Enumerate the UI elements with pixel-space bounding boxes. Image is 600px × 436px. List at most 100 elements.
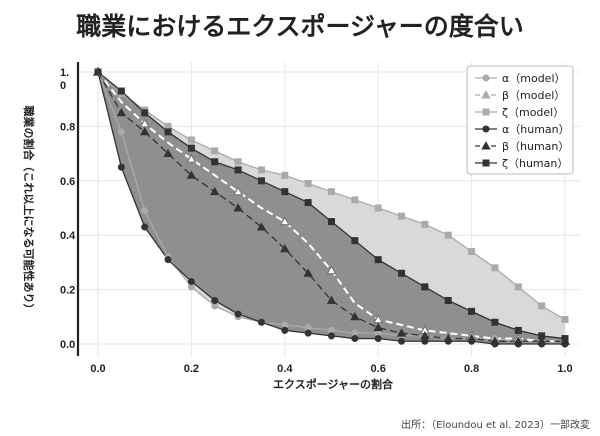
data-point-zeta-model — [234, 158, 242, 166]
data-point-zeta-human — [514, 326, 522, 334]
data-point-alpha-human — [187, 277, 195, 285]
data-point-beta-human — [280, 243, 290, 253]
data-point-beta-human — [373, 322, 383, 332]
legend-marker-alpha-human — [482, 125, 490, 133]
data-point-beta-model — [186, 153, 197, 163]
data-point-zeta-model — [538, 302, 546, 310]
data-point-zeta-model — [468, 248, 476, 256]
data-point-zeta-human — [398, 269, 406, 277]
x-tick-label: 0.4 — [277, 363, 293, 375]
data-point-zeta-human — [234, 166, 242, 174]
x-axis-label: エクスポージャーの割合 — [273, 377, 394, 391]
y-tick-label: 0.8 — [60, 121, 75, 133]
data-point-alpha-human — [211, 296, 219, 304]
data-point-zeta-model — [351, 196, 359, 204]
data-point-zeta-human — [491, 318, 499, 326]
data-point-zeta-human — [281, 188, 289, 196]
data-point-zeta-human — [94, 68, 102, 76]
data-point-zeta-human — [374, 256, 382, 264]
data-point-zeta-human — [421, 283, 429, 291]
legend-label: ζ（human） — [502, 157, 568, 170]
data-point-alpha-human — [374, 335, 382, 343]
data-point-beta-human — [443, 333, 453, 343]
data-point-alpha-human — [234, 310, 242, 318]
data-point-zeta-model — [211, 147, 219, 155]
legend-marker-zeta-human — [482, 159, 490, 167]
data-point-beta-human — [326, 295, 337, 304]
data-point-zeta-model — [281, 171, 289, 179]
legend-label: α（human） — [502, 123, 570, 136]
data-point-zeta-model — [561, 316, 569, 324]
data-point-beta-human — [396, 328, 407, 337]
data-point-beta-model — [139, 118, 150, 128]
data-point-beta-model — [232, 186, 244, 196]
legend-label: α（model） — [502, 72, 566, 85]
data-point-beta-human — [256, 222, 267, 231]
data-point-alpha-human — [398, 337, 406, 345]
data-point-zeta-human — [444, 296, 452, 304]
x-tick-labels: 0.0 0.2 0.4 0.6 0.8 1.0 — [90, 363, 572, 375]
legend-label: β（human） — [502, 140, 569, 153]
data-point-beta-model — [279, 216, 291, 226]
data-point-beta-human — [303, 268, 313, 277]
data-point-zeta-model — [514, 283, 522, 291]
x-tick-label: 1.0 — [557, 363, 572, 375]
data-point-beta-human — [513, 336, 524, 345]
data-point-zeta-human — [351, 237, 359, 245]
data-point-zeta-human — [257, 177, 265, 185]
data-point-alpha-model — [141, 207, 149, 215]
x-tick-label: 0.8 — [464, 363, 479, 375]
chart-title: 職業におけるエクスポージャーの度合い — [76, 12, 524, 41]
data-point-zeta-human — [538, 332, 546, 340]
y-tick-labels: 0.0 0.2 0.4 0.6 0.8 1. 0 — [60, 67, 76, 351]
data-point-alpha-human — [117, 163, 125, 171]
data-point-beta-human — [536, 336, 547, 345]
data-point-alpha-human — [281, 326, 289, 334]
data-point-zeta-model — [257, 166, 265, 174]
data-point-zeta-human — [468, 307, 476, 315]
data-point-beta-human — [139, 127, 150, 136]
data-point-zeta-human — [561, 335, 569, 343]
legend-box — [466, 65, 574, 175]
data-point-beta-human — [210, 186, 220, 196]
legend-label: β（model） — [502, 89, 565, 102]
legend-marker-beta-human — [481, 141, 491, 150]
data-point-alpha-human — [351, 335, 359, 343]
legend: α（model） β（model） ζ（model） α（human） β（human）… — [466, 65, 574, 175]
data-point-alpha-human — [327, 332, 335, 340]
data-point-zeta-human — [304, 199, 312, 207]
data-point-alpha-human — [257, 318, 265, 326]
data-point-beta-human — [490, 336, 500, 345]
data-point-zeta-model — [398, 212, 406, 220]
data-point-zeta-model — [491, 264, 499, 272]
legend-label: ζ（model） — [502, 106, 564, 119]
series-markers — [92, 66, 571, 348]
data-point-zeta-model — [421, 220, 429, 228]
data-point-zeta-human — [117, 87, 125, 95]
data-point-alpha-model — [117, 128, 125, 136]
x-tick-label: 0.0 — [90, 363, 105, 375]
y-tick-label: 0.0 — [60, 339, 75, 351]
data-point-beta-model — [326, 265, 337, 275]
data-point-zeta-model — [327, 188, 335, 196]
data-point-beta-human — [466, 333, 477, 343]
data-point-zeta-model — [304, 180, 312, 188]
x-tick-label: 0.6 — [371, 363, 386, 375]
y-tick-label: 1. 0 — [60, 67, 69, 92]
data-point-alpha-human — [304, 329, 312, 337]
data-point-beta-human — [350, 311, 360, 321]
data-point-beta-model — [372, 314, 384, 324]
y-axis-label: 職業の割合（これ以上になる可能性あり） — [22, 106, 36, 315]
y-tick-label: 0.2 — [60, 285, 75, 297]
legend-marker-zeta-model — [482, 108, 490, 116]
data-point-zeta-human — [211, 158, 219, 166]
data-point-beta-human — [163, 148, 173, 158]
data-point-zeta-model — [187, 136, 195, 144]
data-point-zeta-model — [374, 204, 382, 212]
data-point-alpha-human — [164, 256, 172, 264]
x-tick-label: 0.2 — [184, 363, 199, 375]
data-point-zeta-human — [327, 218, 335, 226]
data-point-zeta-model — [444, 231, 452, 239]
data-point-beta-human — [233, 203, 243, 212]
